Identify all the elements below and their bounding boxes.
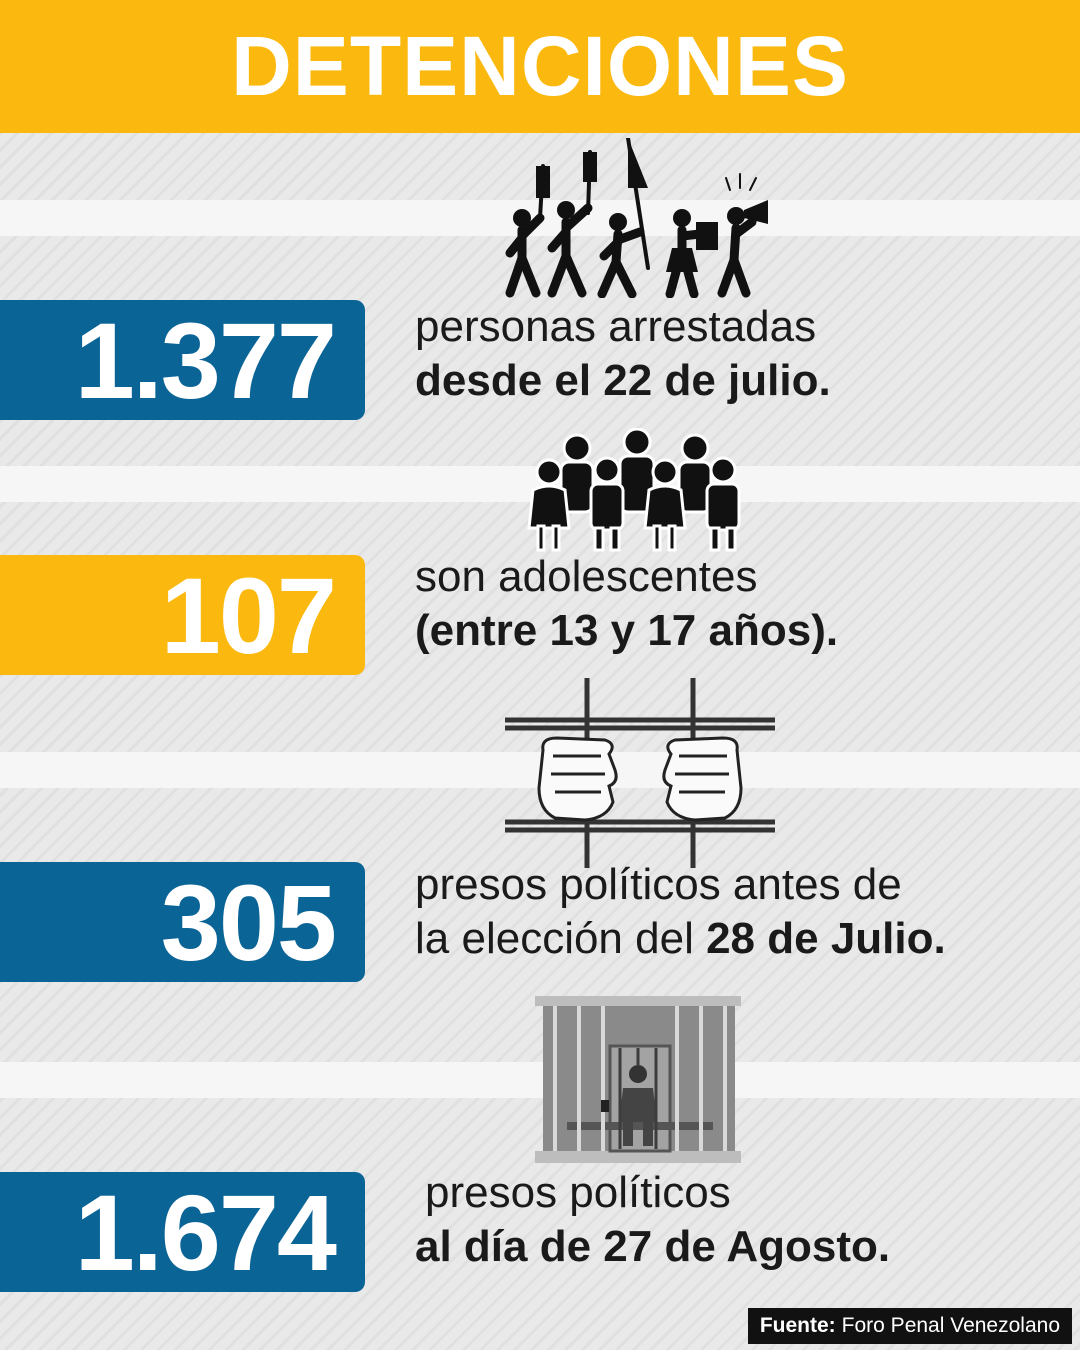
caption-line-2-bold: desde el 22 de julio.: [415, 356, 831, 405]
caption-arrested: personas arrestadas desde el 22 de julio…: [415, 300, 1055, 408]
caption-line-1: presos políticos: [425, 1168, 731, 1217]
page-title: DETENCIONES: [231, 19, 849, 113]
stat-box-political-prisoners-current: 1.674: [0, 1171, 365, 1293]
stat-value-adolescents: 107: [160, 554, 337, 676]
caption-political-prisoners-current: presos políticos al día de 27 de Agosto.: [415, 1166, 1065, 1274]
caption-adolescents: son adolescentes (entre 13 y 17 años).: [415, 550, 1055, 658]
protest-crowd-icon: [505, 138, 768, 298]
prisoner-in-cell-icon: [535, 996, 741, 1163]
group-of-people-icon: [527, 428, 741, 552]
caption-line-1: son adolescentes: [415, 552, 758, 601]
source-label: Fuente:: [759, 1314, 836, 1337]
caption-political-prisoners-before: presos políticos antes de la elección de…: [415, 858, 1055, 966]
stat-box-arrested: 1.377: [0, 299, 365, 421]
caption-line-1: presos políticos antes de: [415, 860, 902, 909]
hands-on-bars-icon: [505, 678, 775, 868]
stat-box-adolescents: 107: [0, 554, 365, 676]
header-banner: DETENCIONES: [0, 0, 1080, 133]
stat-value-political-prisoners-before: 305: [160, 861, 337, 983]
background-stripe: [0, 1062, 1080, 1098]
caption-line-2-plain: la elección del: [415, 914, 707, 963]
source-credit: Fuente: Foro Penal Venezolano: [747, 1308, 1072, 1344]
caption-line-2-bold: al día de 27 de Agosto.: [415, 1222, 891, 1271]
caption-line-2-bold: 28 de Julio.: [706, 914, 946, 963]
stat-box-political-prisoners-before: 305: [0, 861, 365, 983]
source-text: Foro Penal Venezolano: [841, 1314, 1060, 1337]
caption-line-1: personas arrestadas: [415, 302, 817, 351]
caption-line-2-bold: (entre 13 y 17 años).: [415, 606, 839, 655]
stat-value-political-prisoners-current: 1.674: [74, 1171, 337, 1293]
stat-value-arrested: 1.377: [74, 299, 337, 421]
